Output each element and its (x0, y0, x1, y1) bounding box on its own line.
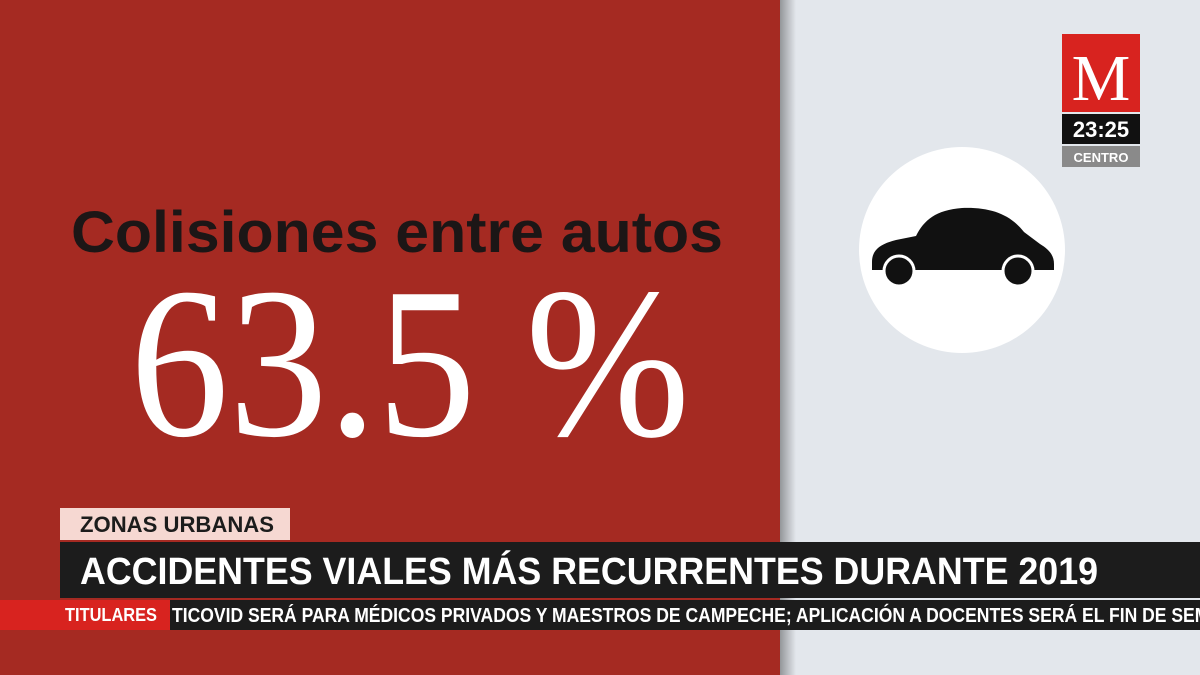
clock: 23:25 (1073, 117, 1129, 142)
tag-box (60, 508, 290, 540)
headline-bar (60, 542, 1200, 598)
ticker-bar (0, 600, 1200, 630)
stat-label: Colisiones entre autos (71, 200, 723, 265)
ticker-label-box (0, 600, 170, 630)
car-icon (872, 207, 1054, 288)
zone-box (1062, 146, 1140, 167)
stat-figure: 63.5 % (130, 243, 690, 482)
zone: CENTRO (1074, 150, 1129, 165)
logo-box (1062, 34, 1140, 112)
logo: M (1072, 42, 1131, 115)
ticker-clip: TICOVID SERÁ PARA MÉDICOS PRIVADOS Y MAE… (172, 603, 1200, 627)
clock-box (1062, 114, 1140, 144)
ticker-text: TICOVID SERÁ PARA MÉDICOS PRIVADOS Y MAE… (172, 603, 1200, 627)
headline: ACCIDENTES VIALES MÁS RECURRENTES DURANT… (80, 549, 1098, 593)
tag: ZONAS URBANAS (80, 512, 274, 537)
panel-shadow (780, 0, 796, 675)
ticker-label: TITULARES (65, 605, 157, 625)
